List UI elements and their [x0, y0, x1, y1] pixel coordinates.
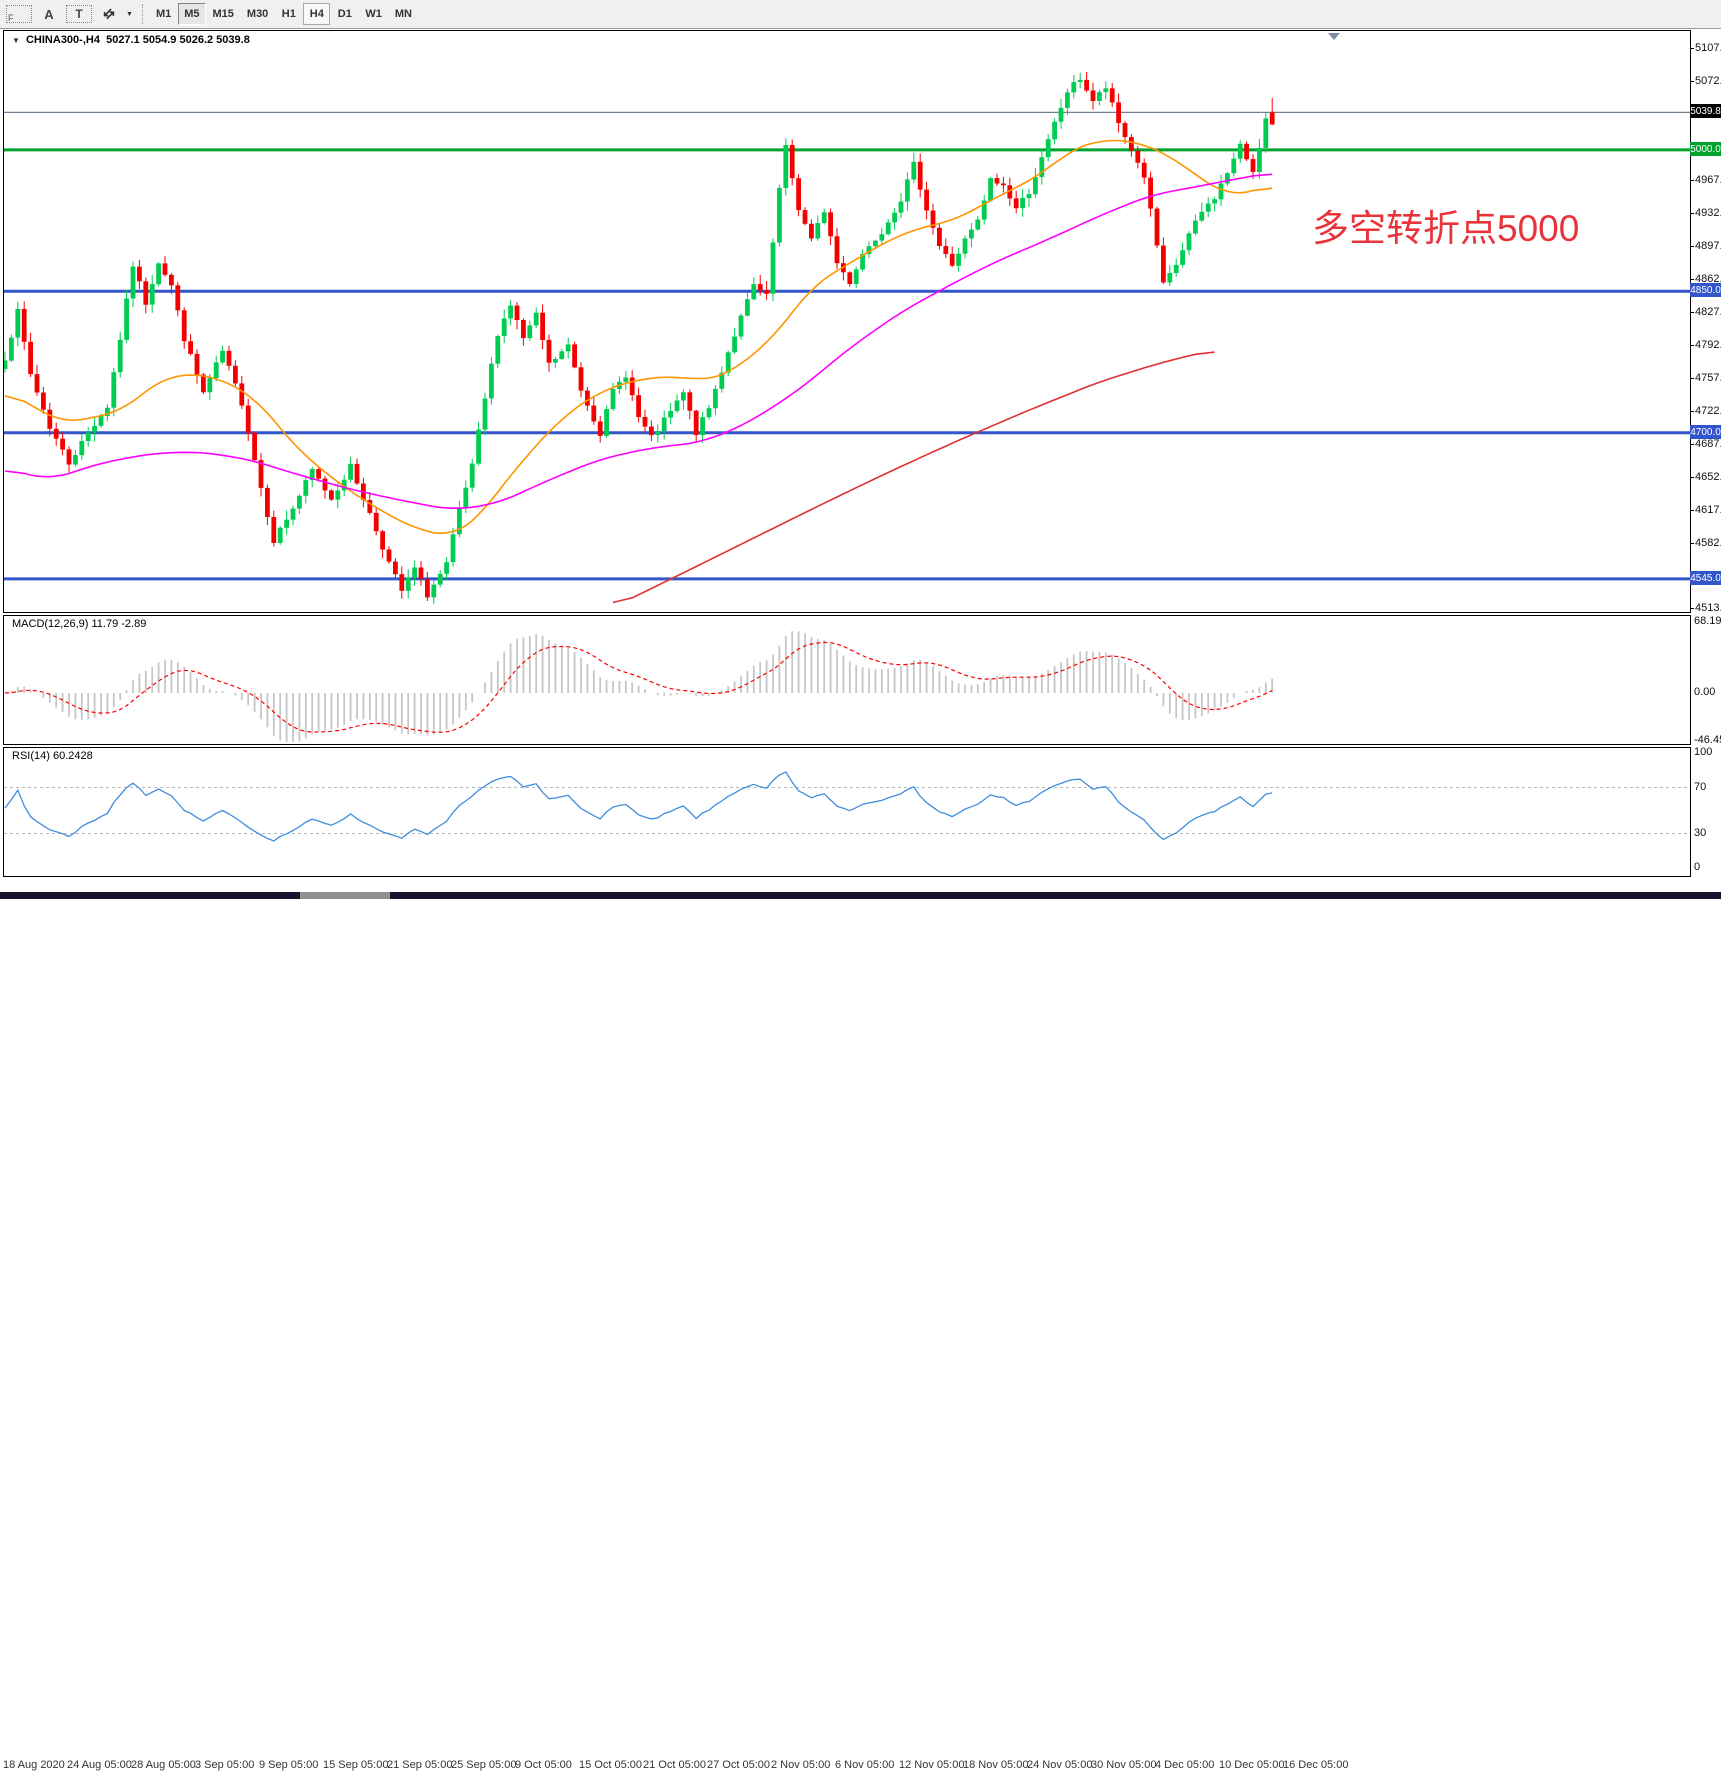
price-tick-label: 4862.0 — [1690, 273, 1721, 285]
date-tick-label: 25 Sep 05:00 — [451, 1759, 517, 1771]
macd-scale-label: 0.00 — [1694, 686, 1716, 698]
rsi-panel[interactable]: RSI(14) 60.2428 — [3, 747, 1691, 877]
price-tick-label: 4617.0 — [1690, 504, 1721, 516]
price-level-badge: 5000.0 — [1690, 142, 1721, 156]
date-tick-label: 3 Sep 05:00 — [195, 1759, 255, 1771]
macd-label: MACD(12,26,9) 11.79 -2.89 — [12, 618, 147, 630]
timeframe-button-mn[interactable]: MN — [394, 8, 412, 20]
ohlc-values: 5027.1 5054.9 5026.2 5039.8 — [106, 34, 250, 46]
date-tick-label: 21 Oct 05:00 — [643, 1759, 706, 1771]
date-tick-label: 24 Nov 05:00 — [1027, 1759, 1093, 1771]
price-tick-label: 4792.0 — [1690, 339, 1721, 351]
timeframe-button-h1[interactable]: H1 — [281, 8, 296, 20]
macd-panel[interactable]: MACD(12,26,9) 11.79 -2.89 — [3, 615, 1691, 745]
price-level-badge: 4545.0 — [1690, 571, 1721, 585]
timeframe-button-h4[interactable]: H4 — [303, 3, 331, 25]
symbol-period-label: CHINA300-,H4 — [25, 34, 100, 46]
date-tick-label: 16 Dec 05:00 — [1283, 1759, 1349, 1771]
date-tick-label: 2 Nov 05:00 — [771, 1759, 831, 1771]
date-tick-label: 9 Oct 05:00 — [515, 1759, 572, 1771]
text-box-icon[interactable]: T — [66, 5, 92, 23]
text-a-icon[interactable]: A — [44, 6, 54, 22]
date-tick-label: 18 Nov 05:00 — [963, 1759, 1029, 1771]
price-tick-label: 5107.0 — [1690, 42, 1721, 54]
timeframe-button-m1[interactable]: M1 — [155, 8, 172, 20]
rsi-scale-label: 30 — [1694, 827, 1707, 839]
date-tick-label: 18 Aug 2020 — [3, 1759, 65, 1771]
timeframe-button-d1[interactable]: D1 — [337, 8, 352, 20]
price-tick-label: 4513.0 — [1690, 602, 1721, 614]
date-tick-label: 12 Nov 05:00 — [899, 1759, 965, 1771]
rsi-scale-label: 100 — [1694, 746, 1713, 758]
date-tick-label: 30 Nov 05:00 — [1091, 1759, 1157, 1771]
collapse-caret-icon[interactable]: ▼ — [12, 36, 20, 45]
timeframe-button-w1[interactable]: W1 — [365, 8, 382, 20]
toolbar: F A T ⇆ ▼ M1 M5 M15 M30 H1 H4 D1 W1 MN — [0, 0, 1721, 29]
price-tick-label: 4827.0 — [1690, 306, 1721, 318]
price-tick-label: 4757.0 — [1690, 372, 1721, 384]
main-chart-panel[interactable]: ▼ CHINA300-,H4 5027.1 5054.9 5026.2 5039… — [3, 30, 1691, 613]
date-tick-label: 27 Oct 05:00 — [707, 1759, 770, 1771]
timeframe-button-m30[interactable]: M30 — [246, 8, 269, 20]
chart-annotation-text: 多空转折点5000 — [1312, 208, 1580, 249]
price-tick-label: 4652.0 — [1690, 471, 1721, 483]
rsi-label: RSI(14) 60.2428 — [12, 750, 93, 762]
price-tick-label: 4687.0 — [1690, 438, 1721, 450]
price-level-badge: 4700.0 — [1690, 425, 1721, 439]
horizontal-scrollbar[interactable] — [0, 892, 1721, 899]
date-tick-label: 10 Dec 05:00 — [1219, 1759, 1285, 1771]
price-tick-label: 4722.0 — [1690, 405, 1721, 417]
toolbar-separator — [141, 4, 143, 24]
macd-scale-label: 68.19 — [1694, 615, 1721, 627]
date-tick-label: 6 Nov 05:00 — [835, 1759, 895, 1771]
dropdown-caret-icon[interactable]: ▼ — [126, 10, 133, 18]
current-price-badge: 5039.8 — [1690, 104, 1721, 118]
macd-chart[interactable] — [4, 616, 1690, 744]
price-tick-label: 4897.0 — [1690, 240, 1721, 252]
macd-scale-label: -46.45 — [1694, 734, 1721, 746]
candlestick-chart[interactable] — [4, 31, 1690, 612]
scrollbar-thumb[interactable] — [300, 892, 390, 899]
price-tick-label: 4582.0 — [1690, 537, 1721, 549]
frame-f-icon[interactable]: F — [6, 5, 32, 23]
timeframe-button-m15[interactable]: M15 — [212, 8, 234, 20]
date-tick-label: 9 Sep 05:00 — [259, 1759, 319, 1771]
date-axis[interactable]: 18 Aug 2020 24 Aug 05:00 28 Aug 05:00 3 Sep… — [0, 878, 1721, 1771]
date-tick-label: 15 Oct 05:00 — [579, 1759, 642, 1771]
rsi-chart[interactable] — [4, 748, 1690, 876]
timeframe-button-m5[interactable]: M5 — [178, 3, 206, 25]
rsi-scale-label: 0 — [1694, 861, 1701, 873]
price-tick-label: 5072.0 — [1690, 75, 1721, 87]
rsi-scale-label: 70 — [1694, 781, 1707, 793]
date-tick-label: 15 Sep 05:00 — [323, 1759, 389, 1771]
indicator-arrows-icon[interactable]: ⇆ — [99, 4, 118, 23]
price-tick-label: 4967.0 — [1690, 174, 1721, 186]
date-tick-label: 21 Sep 05:00 — [387, 1759, 453, 1771]
candles-layer — [4, 72, 1275, 604]
chart-title: ▼ CHINA300-,H4 5027.1 5054.9 5026.2 5039… — [12, 34, 250, 46]
price-tick-label: 4932.0 — [1690, 207, 1721, 219]
date-tick-label: 24 Aug 05:00 — [67, 1759, 132, 1771]
date-tick-label: 4 Dec 05:00 — [1155, 1759, 1215, 1771]
price-level-badge: 4850.0 — [1690, 283, 1721, 297]
date-tick-label: 28 Aug 05:00 — [131, 1759, 196, 1771]
